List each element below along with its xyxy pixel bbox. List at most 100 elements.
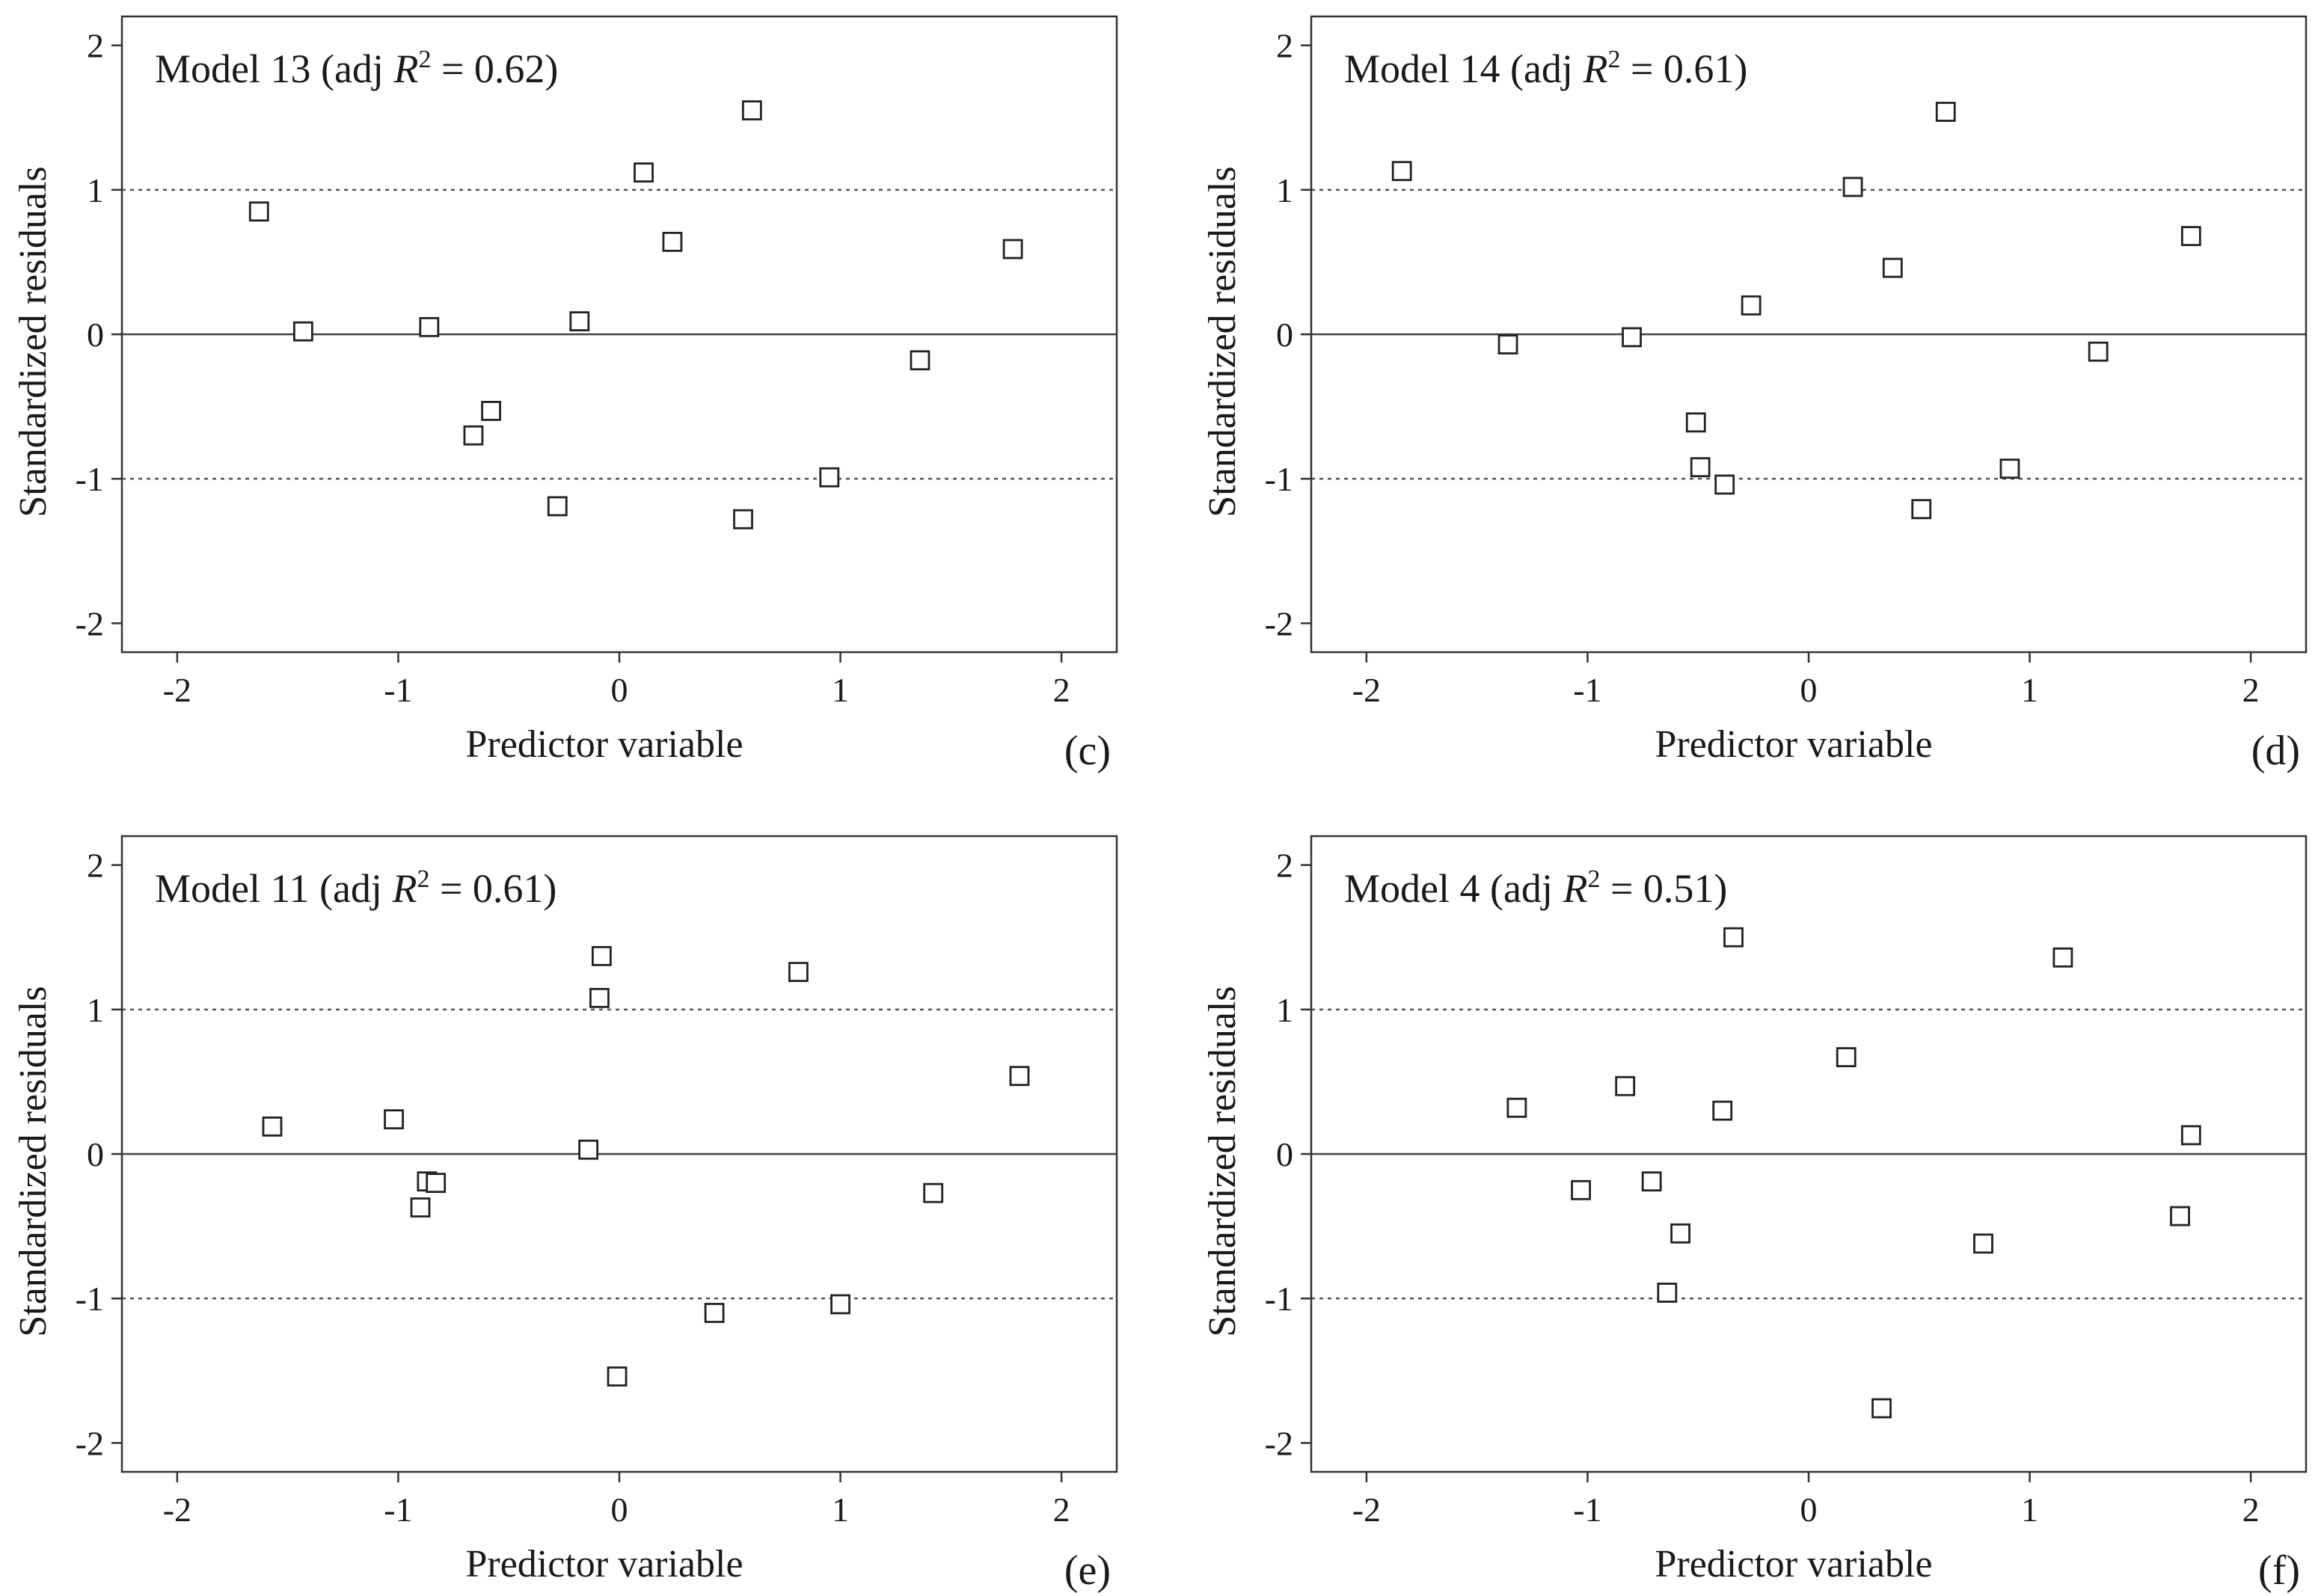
data-point-1	[262, 1116, 283, 1137]
data-point-8	[591, 945, 612, 966]
y-axis-label: Standardized residuals	[12, 986, 55, 1336]
data-point-12	[2052, 947, 2073, 968]
x-tick-label: 2	[2242, 671, 2260, 709]
data-point-10	[704, 1303, 725, 1323]
data-point-4	[1685, 412, 1706, 433]
data-point-10	[1911, 499, 1932, 520]
x-tick-label: -1	[1573, 1491, 1601, 1529]
data-point-7	[1741, 295, 1762, 316]
x-tick-label: -2	[1352, 1491, 1381, 1529]
y-tick-label: -1	[76, 1280, 104, 1318]
panel-f: -2 -1 0 1 2 -2 -1 0 1 2 Predictor variable Standard…	[1201, 835, 2308, 1594]
y-tick-label: 0	[1276, 316, 1293, 354]
x-tick-label: 2	[1053, 1491, 1070, 1529]
y-tick-label: 0	[1276, 1135, 1293, 1173]
data-point-3	[410, 1197, 431, 1218]
data-point-3	[1622, 327, 1642, 348]
data-point-13	[910, 350, 930, 371]
model-title: Model 11 (adj R2 = 0.61)	[155, 865, 557, 911]
panel-letter: (e)	[1064, 1547, 1111, 1594]
data-point-14	[2180, 1125, 2201, 1146]
data-point-7	[569, 311, 590, 332]
x-tick-label: -2	[163, 1491, 191, 1529]
x-axis-label: Predictor variable	[465, 1543, 743, 1586]
data-point-4	[463, 425, 484, 446]
data-point-3	[419, 316, 440, 337]
x-axis-label: Predictor variable	[1655, 1543, 1932, 1586]
y-tick-label: -1	[76, 460, 104, 498]
x-axis-label: Predictor variable	[1655, 723, 1932, 766]
data-point-8	[1842, 177, 1863, 197]
panel-letter: (c)	[1064, 728, 1111, 774]
panel-c: -2 -1 0 1 2 -2 -1 0 1 2 Predictor variable Standard…	[12, 15, 1118, 774]
data-point-13	[923, 1182, 944, 1203]
y-axis-label: Standardized residuals	[1201, 166, 1244, 517]
data-point-4	[1641, 1171, 1662, 1192]
model-title: Model 4 (adj R2 = 0.51)	[1344, 865, 1727, 911]
y-tick-label: 1	[1276, 991, 1293, 1029]
x-tick-label: 1	[832, 1491, 849, 1529]
panel-letter: (d)	[2251, 728, 2300, 774]
x-tick-label: 0	[611, 1491, 628, 1529]
data-point-8	[634, 162, 654, 183]
data-point-6	[1670, 1223, 1690, 1244]
data-point-10	[733, 509, 753, 530]
model-title: Model 14 (adj R2 = 0.61)	[1344, 46, 1747, 91]
y-tick-label: -1	[1265, 1280, 1293, 1318]
y-tick-label: 1	[87, 991, 104, 1029]
panel-e: -2 -1 0 1 2 -2 -1 0 1 2 Predictor variable Standard…	[12, 835, 1118, 1594]
y-tick-label: 2	[1276, 27, 1293, 65]
y-tick-label: -2	[76, 1424, 104, 1462]
data-point-9	[607, 1366, 628, 1387]
y-tick-label: -2	[76, 604, 104, 642]
y-axis-label: Standardized residuals	[1201, 986, 1244, 1336]
data-point-12	[819, 467, 840, 488]
data-point-7	[589, 987, 610, 1008]
y-tick-label: -1	[1265, 460, 1293, 498]
y-tick-label: -2	[1265, 1424, 1293, 1462]
x-tick-label: -1	[1573, 671, 1601, 709]
x-tick-label: 1	[2021, 671, 2038, 709]
data-point-3	[1615, 1075, 1636, 1096]
data-point-7	[1712, 1100, 1733, 1121]
y-tick-label: 2	[1276, 847, 1293, 885]
data-point-14	[1002, 239, 1023, 260]
y-tick-label: 2	[87, 847, 104, 885]
data-point-14	[2180, 226, 2201, 247]
y-axis-label: Standardized residuals	[12, 166, 55, 517]
data-point-5	[481, 400, 501, 421]
x-tick-label: 0	[1800, 1491, 1818, 1529]
data-point-13	[2088, 341, 2109, 362]
y-tick-label: 2	[87, 27, 104, 65]
x-tick-label: 2	[1053, 671, 1070, 709]
x-tick-label: -1	[384, 1491, 412, 1529]
panel-letter: (f)	[2258, 1547, 2300, 1594]
data-point-5	[426, 1173, 447, 1194]
data-point-1	[248, 201, 269, 222]
data-point-2	[1571, 1179, 1591, 1200]
data-point-13	[2170, 1206, 2190, 1227]
x-tick-label: 2	[2242, 1491, 2260, 1529]
y-tick-label: -2	[1265, 604, 1293, 642]
data-point-2	[384, 1109, 404, 1130]
data-point-9	[1836, 1047, 1857, 1067]
data-point-9	[662, 231, 683, 252]
data-point-5	[1657, 1283, 1678, 1303]
y-tick-label: 1	[1276, 171, 1293, 209]
data-point-14	[1009, 1066, 1030, 1087]
model-title: Model 13 (adj R2 = 0.62)	[155, 46, 558, 91]
panel-d: -2 -1 0 1 2 -2 -1 0 1 2 Predictor variable Standard…	[1201, 15, 2308, 774]
x-tick-label: -2	[1352, 671, 1381, 709]
data-point-2	[292, 321, 313, 342]
data-point-6	[547, 496, 568, 517]
data-point-1	[1391, 161, 1412, 182]
data-point-6	[1714, 474, 1735, 495]
data-point-6	[578, 1139, 599, 1160]
data-point-12	[830, 1294, 850, 1315]
data-point-11	[788, 962, 809, 982]
x-tick-label: -1	[384, 671, 412, 709]
y-tick-label: 0	[87, 1135, 104, 1173]
x-axis-label: Predictor variable	[465, 723, 743, 766]
data-point-1	[1506, 1097, 1527, 1118]
